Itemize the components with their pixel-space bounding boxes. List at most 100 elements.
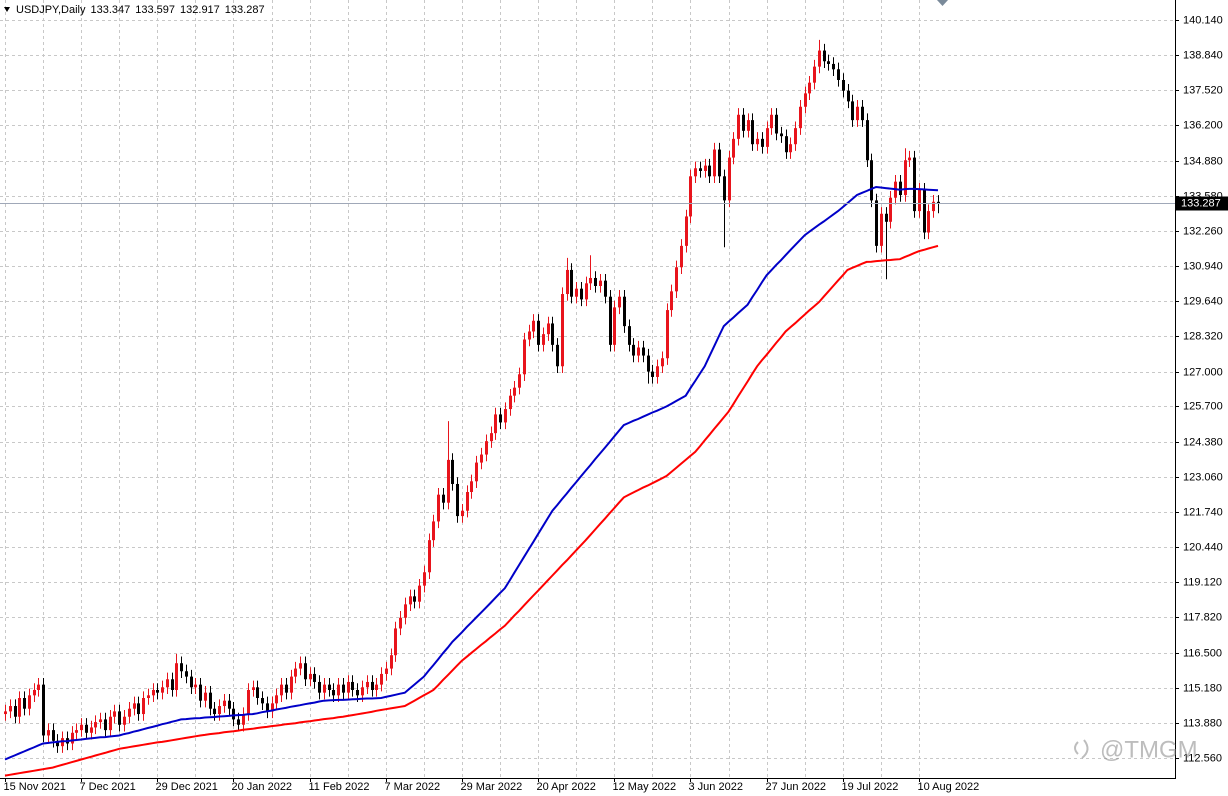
- candle-body: [280, 684, 283, 696]
- candle-body: [209, 692, 212, 709]
- candle-body: [632, 344, 635, 356]
- y-tick-label: 121.740: [1183, 506, 1223, 518]
- chart-title: USDJPY,Daily: [16, 4, 86, 16]
- y-tick-label: 120.440: [1183, 541, 1223, 553]
- candle-body: [309, 673, 312, 680]
- candle-body: [213, 708, 216, 715]
- candle-body: [927, 211, 930, 233]
- candle-body: [718, 149, 721, 177]
- candle-body: [90, 727, 93, 733]
- candle-body: [371, 681, 374, 690]
- candle-body: [680, 245, 683, 268]
- y-tick-label: 137.520: [1183, 84, 1223, 96]
- x-tick-label: 19 Jul 2022: [842, 781, 899, 793]
- candle-body: [599, 280, 602, 286]
- y-tick-label: 134.880: [1183, 155, 1223, 167]
- candle-body: [80, 724, 83, 731]
- candle-body: [432, 521, 435, 541]
- candle-body: [171, 679, 174, 690]
- candle-body: [152, 689, 155, 696]
- candle-body: [442, 494, 445, 503]
- price-label: 133.287: [1181, 197, 1221, 209]
- candle-body: [166, 679, 169, 688]
- candle-body: [118, 711, 121, 725]
- candle-body: [580, 288, 583, 300]
- candle-body: [380, 673, 383, 685]
- candle-body: [218, 706, 221, 715]
- candle-body: [880, 213, 883, 246]
- candle-body: [190, 676, 193, 688]
- y-tick-label: 129.640: [1183, 295, 1223, 307]
- y-tick-label: 132.260: [1183, 225, 1223, 237]
- candle-body: [161, 687, 164, 693]
- grid: [0, 0, 1175, 778]
- candle-body: [913, 157, 916, 212]
- candle-body: [228, 700, 231, 709]
- candle-body: [623, 296, 626, 327]
- candle-body: [513, 387, 516, 396]
- candle-body: [332, 689, 335, 696]
- candle-body: [856, 106, 859, 121]
- candle-body: [4, 711, 7, 715]
- candle-body: [575, 288, 578, 297]
- candle-body: [532, 320, 535, 332]
- candle-body: [823, 50, 826, 62]
- candle-body: [18, 698, 21, 717]
- candle-body: [56, 740, 59, 747]
- candle-body: [356, 689, 359, 696]
- candle-body: [775, 114, 778, 134]
- candle-body: [651, 371, 654, 377]
- candle-body: [285, 684, 288, 693]
- y-tick-label: 128.320: [1183, 330, 1223, 342]
- candle-body: [837, 69, 840, 80]
- candle-body: [847, 90, 850, 102]
- candle-body: [747, 120, 750, 131]
- candle-body: [594, 277, 597, 286]
- candle-body: [133, 703, 136, 709]
- candle-body: [818, 50, 821, 67]
- candle-body: [756, 138, 759, 145]
- candle-body: [447, 459, 450, 503]
- candle-body: [461, 510, 464, 517]
- candle-body: [232, 708, 235, 720]
- candle-body: [656, 366, 659, 377]
- candle-body: [908, 157, 911, 161]
- x-tick-label: 3 Jun 2022: [689, 781, 743, 793]
- candle-body: [199, 684, 202, 701]
- candle-body: [390, 655, 393, 669]
- plot: [0, 39, 1175, 777]
- candle-body: [180, 663, 183, 672]
- candle-body: [242, 714, 245, 725]
- candle-body: [85, 724, 88, 733]
- candle-body: [423, 572, 426, 586]
- candle-body: [561, 294, 564, 367]
- candle-body: [428, 540, 431, 573]
- candle-body: [385, 668, 388, 674]
- watermark-text: @TMGM: [1100, 736, 1198, 763]
- candle-body: [33, 689, 36, 696]
- moving-average-line: [4, 244, 939, 777]
- candle-body: [256, 687, 259, 699]
- x-tick-label: 20 Apr 2022: [537, 781, 596, 793]
- candle-body: [637, 347, 640, 356]
- candle-body: [366, 681, 369, 688]
- candle-body: [932, 201, 935, 212]
- y-tick-label: 116.500: [1183, 647, 1222, 659]
- candle-body: [99, 719, 102, 723]
- candle-body: [342, 684, 345, 693]
- menu-arrow[interactable]: [4, 7, 10, 12]
- candle-body: [904, 160, 907, 196]
- candle-body: [94, 722, 97, 728]
- chart-header: USDJPY,Daily 133.347 133.597 132.917 133.287: [16, 4, 265, 16]
- candle-body: [337, 684, 340, 696]
- candle-body: [47, 730, 50, 736]
- candle-body: [642, 347, 645, 356]
- candle-body: [780, 133, 783, 137]
- shift-marker[interactable]: [937, 0, 948, 6]
- candle-body: [194, 684, 197, 688]
- moving-average-line: [4, 185, 939, 761]
- candle-body: [899, 181, 902, 196]
- candle-body: [570, 269, 573, 297]
- candle-body: [827, 61, 830, 64]
